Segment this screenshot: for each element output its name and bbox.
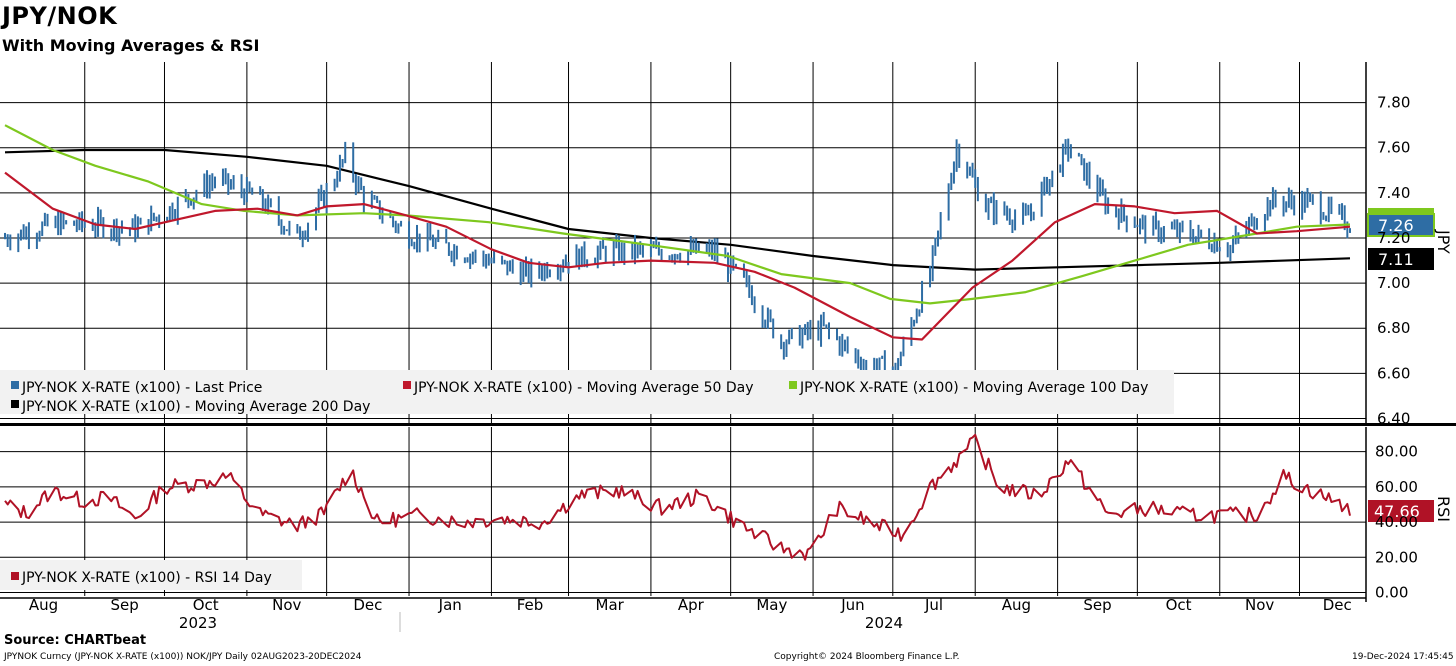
- price-tick-label: 7.40: [1377, 184, 1410, 202]
- badge-rsi-value: 47.66: [1374, 502, 1420, 521]
- ma50-line: [4, 171, 1351, 341]
- x-tick-label: Nov: [1245, 596, 1274, 614]
- badge-ma200-value: 7.11: [1378, 250, 1414, 269]
- x-tick-label: Feb: [517, 596, 544, 614]
- ma200-line: [4, 148, 1351, 271]
- ma50-series: [4, 171, 1351, 341]
- badge-price: [1367, 213, 1435, 237]
- year-label-2024: 2024: [865, 614, 903, 632]
- price-tick-labels: 7.80 7.60 7.40 7.20 7.00 6.80 6.60 6.40: [1377, 94, 1410, 428]
- x-tick-label: May: [756, 596, 787, 614]
- x-tick-label: Jun: [840, 596, 864, 614]
- legend-swatch-ma50: [403, 381, 411, 389]
- x-tick-label: Jan: [438, 596, 462, 614]
- chart-subtitle: With Moving Averages & RSI: [2, 36, 260, 55]
- x-tick-label: Sep: [1083, 596, 1111, 614]
- ticker-info: JPYNOK Curncy (JPY-NOK X-RATE (x100)) NO…: [4, 652, 362, 662]
- badge-price-value: 7.26: [1378, 216, 1414, 235]
- price-axis-label: JPY: [1434, 229, 1453, 254]
- year-label-2023: 2023: [179, 614, 217, 632]
- legend-swatch-ma100: [789, 381, 797, 389]
- x-tick-label: Aug: [1002, 596, 1031, 614]
- price-tick-label: 6.80: [1377, 319, 1410, 337]
- rsi-tick-label: 20.00: [1375, 548, 1418, 566]
- rsi-tick-label: 80.00: [1375, 443, 1418, 461]
- x-tick-label: Dec: [1323, 596, 1352, 614]
- x-tick-label: Jul: [924, 596, 943, 614]
- rsi-tick-label: 0.00: [1375, 583, 1408, 601]
- rsi-grid: [0, 427, 1367, 602]
- rsi-tick-labels: 80.00 60.00 40.00 20.00 0.00: [1375, 443, 1418, 602]
- rsi-tick-label: 60.00: [1375, 478, 1418, 496]
- legend-ma100: JPY-NOK X-RATE (x100) - Moving Average 1…: [799, 380, 1148, 396]
- x-tick-label: Sep: [110, 596, 138, 614]
- ma100-series: [4, 124, 1351, 305]
- rsi-tick-label: 40.00: [1375, 513, 1418, 531]
- rsi-axis-label: RSI: [1434, 496, 1453, 522]
- timestamp: 19-Dec-2024 17:45:45: [1352, 652, 1454, 662]
- x-tick-label: Oct: [193, 596, 219, 614]
- rsi-legend-box: [0, 560, 302, 590]
- x-tick-label: Apr: [678, 596, 705, 614]
- price-legend-box: [0, 370, 1174, 414]
- legend-swatch-ma200: [11, 400, 19, 408]
- x-tick-label: Mar: [596, 596, 625, 614]
- x-tick-label: Aug: [29, 596, 58, 614]
- price-tick-label: 7.00: [1377, 274, 1410, 292]
- x-tick-labels: Aug Sep Oct Nov Dec Jan Feb Mar Apr May …: [29, 596, 1352, 614]
- badge-rsi: [1368, 500, 1434, 522]
- legend-price: JPY-NOK X-RATE (x100) - Last Price: [21, 380, 262, 396]
- legend-swatch-price: [11, 381, 19, 389]
- panel-separator: [0, 423, 1456, 426]
- price-tick-label: 6.40: [1377, 409, 1410, 427]
- ma100-line: [4, 124, 1351, 305]
- ma200-series: [4, 148, 1351, 271]
- x-tick-label: Oct: [1166, 596, 1192, 614]
- rsi-series: [4, 433, 1351, 561]
- legend-swatch-rsi: [11, 572, 19, 580]
- legend-ma50: JPY-NOK X-RATE (x100) - Moving Average 5…: [413, 380, 754, 396]
- rsi-line: [4, 433, 1351, 561]
- x-tick-label: Dec: [353, 596, 382, 614]
- price-tick-label: 7.60: [1377, 139, 1410, 157]
- legend-rsi: JPY-NOK X-RATE (x100) - RSI 14 Day: [21, 570, 272, 586]
- chart-title: JPY/NOK: [2, 2, 118, 30]
- badge-ma200: [1368, 248, 1434, 270]
- legend-ma200: JPY-NOK X-RATE (x100) - Moving Average 2…: [21, 399, 370, 415]
- copyright: Copyright© 2024 Bloomberg Finance L.P.: [774, 652, 960, 662]
- x-tick-label: Nov: [272, 596, 301, 614]
- price-tick-label: 7.20: [1377, 229, 1410, 247]
- price-tick-label: 7.80: [1377, 94, 1410, 112]
- price-tick-label: 6.60: [1377, 364, 1410, 382]
- source-note: Source: CHARTbeat: [4, 633, 147, 648]
